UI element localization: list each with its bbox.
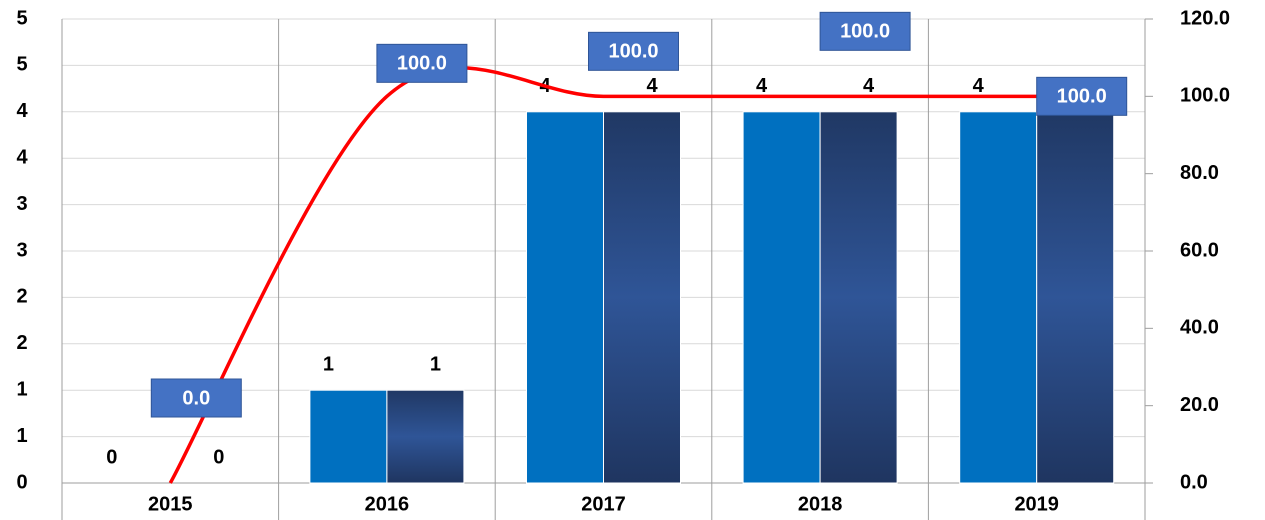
bar <box>309 389 388 484</box>
line-value-label: 100.0 <box>608 41 658 63</box>
line-label-box <box>1036 76 1128 116</box>
y-tick-label: 2 <box>16 332 27 354</box>
line-series <box>168 66 1037 484</box>
y-tick-label: 2 <box>16 286 27 308</box>
x-tick-label: 2017 <box>581 493 626 515</box>
line-label-box <box>150 378 242 418</box>
y2-tick-label: 100.0 <box>1180 85 1230 107</box>
line-value-label: 100.0 <box>840 21 890 43</box>
bar-value-label: 0 <box>213 446 224 468</box>
bar-value-label: 4 <box>646 75 658 97</box>
bar-value-label: 4 <box>863 75 875 97</box>
x-tick-label: 2016 <box>365 493 410 515</box>
y-tick-label: 1 <box>16 425 27 447</box>
line-label-box <box>588 31 679 71</box>
bar <box>742 111 821 484</box>
bar <box>1036 111 1115 484</box>
x-tick-label: 2018 <box>798 493 843 515</box>
y-tick-label: 5 <box>16 7 27 29</box>
y-tick-label: 3 <box>16 239 27 261</box>
y2-tick-label: 80.0 <box>1180 162 1219 184</box>
y2-tick-label: 120.0 <box>1180 7 1230 29</box>
bar-value-label: 0 <box>106 446 117 468</box>
line-value-label: 0.0 <box>182 387 210 409</box>
y-tick-label: 3 <box>16 193 27 215</box>
bar <box>386 389 465 484</box>
line-label-box <box>819 11 911 51</box>
y-tick-label: 0 <box>16 471 27 493</box>
line-value-label: 100.0 <box>1057 86 1107 108</box>
y2-tick-label: 40.0 <box>1180 317 1219 339</box>
bar-value-label: 4 <box>973 75 985 97</box>
y2-tick-label: 60.0 <box>1180 239 1219 261</box>
bar-value-label: 1 <box>430 353 441 375</box>
bar-value-label: 4 <box>756 75 768 97</box>
bar <box>603 111 681 484</box>
y-tick-label: 4 <box>16 100 28 122</box>
y-tick-label: 4 <box>16 146 28 168</box>
y-tick-label: 5 <box>16 54 27 76</box>
bar <box>819 111 898 484</box>
line-label-box <box>376 43 468 83</box>
bar <box>959 111 1038 484</box>
bar <box>526 111 604 484</box>
line-value-label: 100.0 <box>397 53 447 75</box>
x-tick-label: 2019 <box>1014 493 1059 515</box>
y2-tick-label: 0.0 <box>1180 471 1208 493</box>
x-tick-label: 2015 <box>148 493 193 515</box>
y-tick-label: 1 <box>16 378 27 400</box>
bar-value-label: 1 <box>323 353 334 375</box>
y2-tick-label: 20.0 <box>1180 394 1219 416</box>
